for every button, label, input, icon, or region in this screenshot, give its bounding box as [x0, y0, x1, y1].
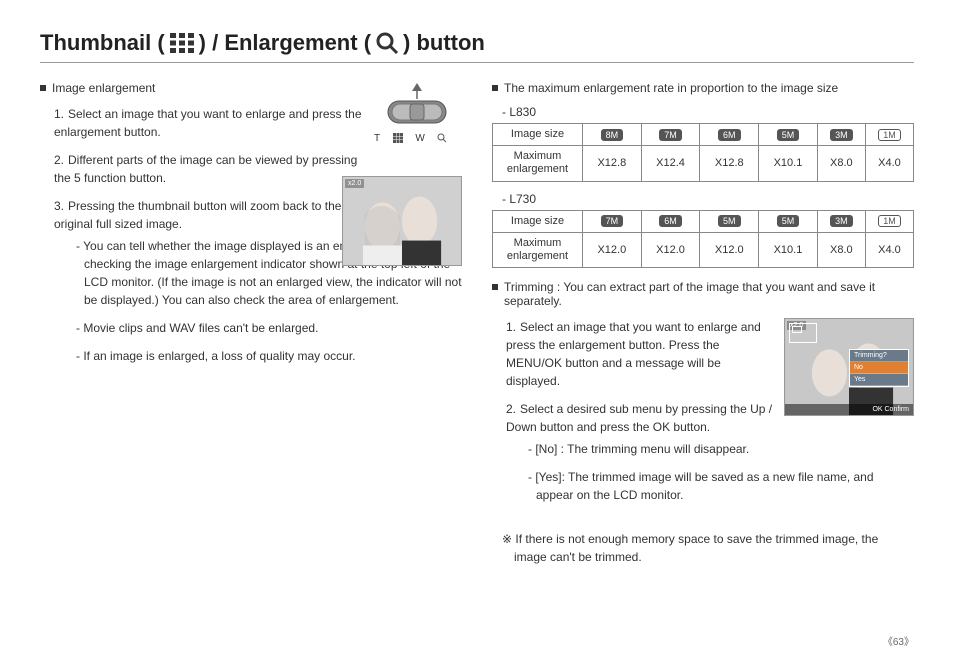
model-l830-label: - L830: [502, 105, 914, 119]
trimming-menu: Trimming? No Yes: [849, 349, 909, 387]
table-cell: X8.0: [817, 232, 865, 267]
table-cell: X12.4: [641, 146, 700, 181]
table-l730: Image size 7M 6M 5M 5M 3M 1M Maximum enl…: [492, 210, 914, 269]
sub-2: - Movie clips and WAV files can't be enl…: [76, 319, 462, 337]
sub-3: - If an image is enlarged, a loss of qua…: [76, 347, 462, 365]
table-cell: X12.0: [700, 232, 759, 267]
title-part2: ) / Enlargement (: [199, 30, 371, 56]
table-cell: X4.0: [865, 232, 913, 267]
table-cell: X4.0: [865, 146, 913, 181]
trimming-heading-text: Trimming : You can extract part of the i…: [504, 280, 914, 308]
page-number: 《63》: [883, 633, 914, 648]
bullet-icon: [492, 85, 498, 91]
table-cell: X12.8: [700, 146, 759, 181]
title-part3: ) button: [403, 30, 485, 56]
confirm-bar: OK Confirm: [785, 404, 913, 415]
size-icon: 7M: [659, 129, 682, 141]
zoom-control-diagram: T W: [372, 81, 462, 144]
menu-no: No: [850, 362, 908, 374]
memory-note: ※ If there is not enough memory space to…: [504, 530, 914, 566]
size-icon: 6M: [718, 129, 741, 141]
table-cell: X10.1: [759, 232, 818, 267]
trim-sub-no: - [No] : The trimming menu will disappea…: [528, 440, 914, 458]
size-icon: 7M: [601, 215, 624, 227]
size-icon: 1M: [878, 129, 901, 141]
size-icon: 3M: [830, 129, 853, 141]
thumbnail-small-icon: [393, 133, 403, 143]
size-icon: 5M: [777, 129, 800, 141]
left-column: Image enlargement T W: [40, 81, 462, 566]
table-cell: X12.0: [583, 232, 642, 267]
size-icon: 5M: [777, 215, 800, 227]
magnifier-icon: [375, 31, 399, 55]
page-title: Thumbnail ( ) / Enlargement ( ) button: [40, 30, 914, 63]
table-row-label: Image size: [493, 210, 583, 232]
size-icon: 1M: [878, 215, 901, 227]
right-column: The maximum enlargement rate in proporti…: [492, 81, 914, 566]
zoom-t-label: T: [374, 133, 380, 144]
magnifier-small-icon: [437, 133, 447, 143]
bullet-icon: [492, 284, 498, 290]
table-cell: X12.8: [583, 146, 642, 181]
enlargement-preview: x2.0: [342, 176, 462, 266]
table-row-label: Image size: [493, 124, 583, 146]
left-heading-text: Image enlargement: [52, 81, 155, 95]
bullet-icon: [40, 85, 46, 91]
trimming-preview: x2.0 Trimming? No Yes OK Confirm: [784, 318, 914, 416]
trimming-heading: Trimming : You can extract part of the i…: [492, 280, 914, 308]
size-icon: 6M: [659, 215, 682, 227]
table-row-label: Maximum enlargement: [493, 232, 583, 267]
trim-sub-yes: - [Yes]: The trimmed image will be saved…: [528, 468, 914, 504]
right-heading-text: The maximum enlargement rate in proporti…: [504, 81, 838, 95]
title-part1: Thumbnail (: [40, 30, 165, 56]
right-heading: The maximum enlargement rate in proporti…: [492, 81, 914, 95]
model-l730-label: - L730: [502, 192, 914, 206]
thumbnail-icon: [169, 32, 195, 54]
crop-box-icon: [789, 323, 817, 343]
menu-yes: Yes: [850, 374, 908, 386]
size-icon: 5M: [718, 215, 741, 227]
table-cell: X8.0: [817, 146, 865, 181]
table-cell: X10.1: [759, 146, 818, 181]
zoom-w-label: W: [415, 133, 424, 144]
size-icon: 3M: [830, 215, 853, 227]
menu-title: Trimming?: [850, 350, 908, 362]
size-icon: 8M: [601, 129, 624, 141]
table-row-label: Maximum enlargement: [493, 146, 583, 181]
table-cell: X12.0: [641, 232, 700, 267]
zoom-indicator: x2.0: [345, 179, 364, 188]
table-l830: Image size 8M 7M 6M 5M 3M 1M Maximum enl…: [492, 123, 914, 182]
